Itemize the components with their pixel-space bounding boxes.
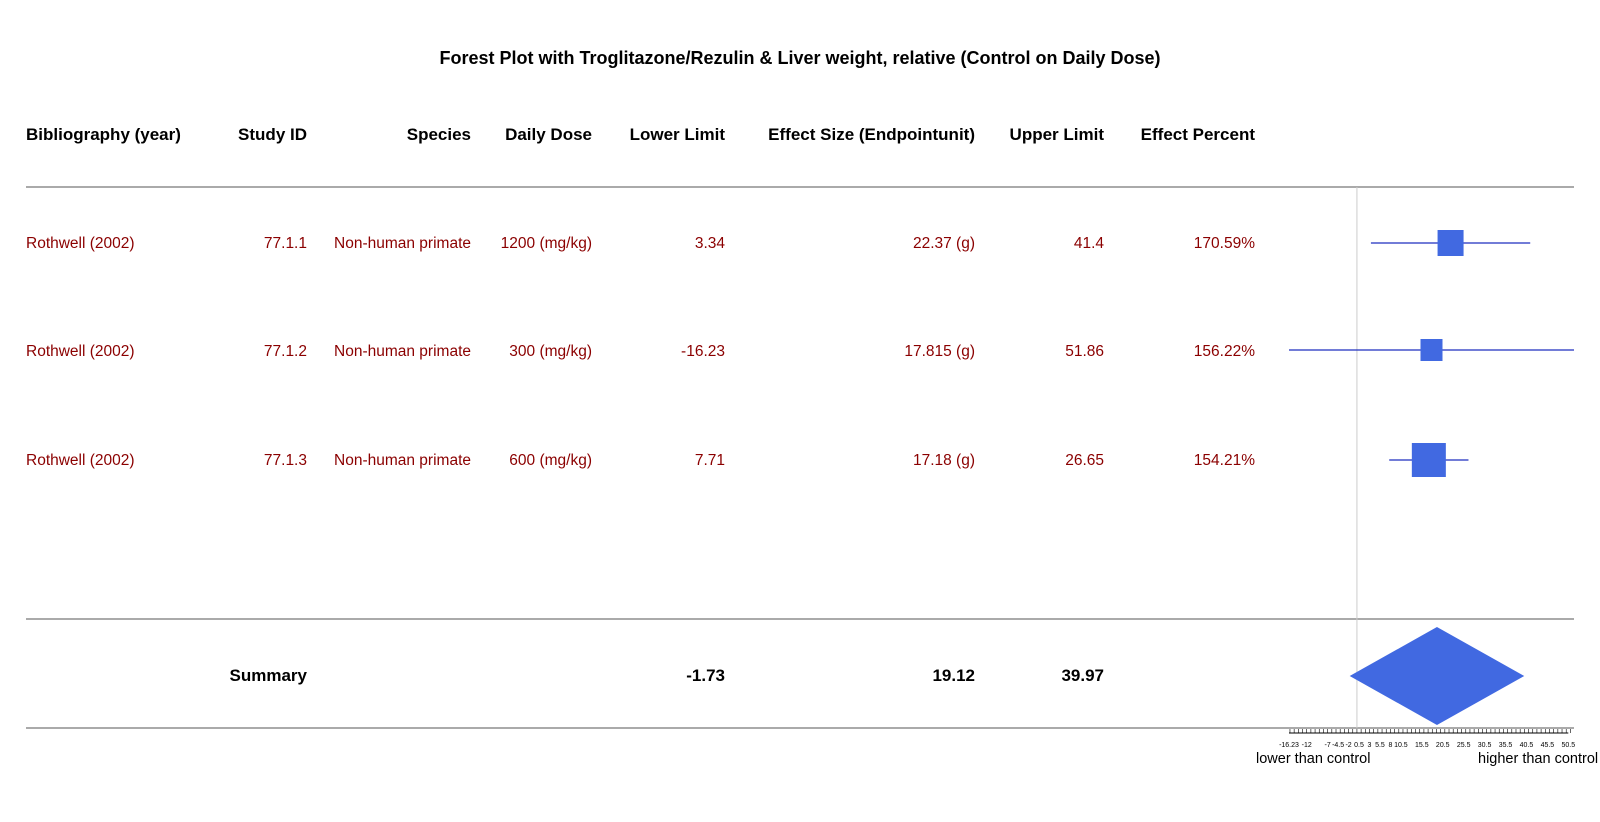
header-lower-limit: Lower Limit: [630, 125, 726, 144]
header-bibliography: Bibliography (year): [26, 125, 181, 144]
cell-effect-size: 17.18 (g): [913, 452, 975, 469]
summary-lower: -1.73: [686, 666, 725, 685]
cell-study-id: 77.1.2: [264, 343, 307, 360]
x-tick-label: 3: [1368, 742, 1372, 749]
summary-diamond: [1349, 627, 1525, 725]
cell-species: Non-human primate: [334, 235, 471, 252]
cell-upper-limit: 51.86: [1065, 343, 1104, 360]
x-tick-label: 35.5: [1499, 742, 1513, 749]
cell-daily-dose: 300 (mg/kg): [509, 343, 592, 360]
cell-daily-dose: 1200 (mg/kg): [501, 235, 592, 252]
x-tick-label: -4.5: [1332, 742, 1344, 749]
cell-bibliography: Rothwell (2002): [26, 452, 135, 469]
x-tick-label: 15.5: [1415, 742, 1429, 749]
cell-upper-limit: 26.65: [1065, 452, 1104, 469]
cell-upper-limit: 41.4: [1074, 235, 1105, 252]
x-tick-label: 5.5: [1375, 742, 1385, 749]
x-tick-label: -2: [1345, 742, 1351, 749]
header-study-id: Study ID: [238, 125, 307, 144]
cell-study-id: 77.1.1: [264, 235, 307, 252]
x-tick-label: 30.5: [1478, 742, 1492, 749]
header-effect-percent: Effect Percent: [1141, 125, 1256, 144]
cell-effect-size: 17.815 (g): [904, 343, 975, 360]
x-tick-label: 8: [1388, 742, 1392, 749]
table-row: Rothwell (2002) 77.1.2 Non-human primate…: [26, 343, 1255, 360]
cell-study-id: 77.1.3: [264, 452, 307, 469]
table-row: Rothwell (2002) 77.1.1 Non-human primate…: [26, 235, 1255, 252]
header-upper-limit: Upper Limit: [1010, 125, 1105, 144]
axis-label-lower: lower than control: [1256, 751, 1370, 767]
cell-species: Non-human primate: [334, 343, 471, 360]
axis-label-higher: higher than control: [1478, 751, 1598, 767]
cell-effect-percent: 156.22%: [1194, 343, 1255, 360]
header-effect-size: Effect Size (Endpointunit): [768, 125, 975, 144]
effect-square: [1437, 230, 1464, 256]
x-tick-label: -16.23: [1279, 742, 1299, 749]
cell-daily-dose: 600 (mg/kg): [509, 452, 592, 469]
cell-effect-percent: 154.21%: [1194, 452, 1255, 469]
x-tick-label: -7: [1325, 742, 1331, 749]
forest-plot-area: -16.23 -12 -7 -4.5 -2 0.5 3 5.5 8 10.5 15.5 20.5 25.…: [1279, 187, 1575, 749]
cell-bibliography: Rothwell (2002): [26, 343, 135, 360]
x-tick-label: 25.5: [1457, 742, 1471, 749]
x-tick-label: 10.5: [1394, 742, 1408, 749]
header-daily-dose: Daily Dose: [505, 125, 592, 144]
summary-upper: 39.97: [1061, 666, 1104, 685]
summary-label: Summary: [230, 666, 308, 685]
x-tick-label: -12: [1302, 742, 1312, 749]
cell-effect-size: 22.37 (g): [913, 235, 975, 252]
cell-effect-percent: 170.59%: [1194, 235, 1255, 252]
chart-title: Forest Plot with Troglitazone/Rezulin & …: [439, 48, 1160, 68]
x-tick-label: 50.5: [1561, 742, 1575, 749]
cell-species: Non-human primate: [334, 452, 471, 469]
cell-lower-limit: 7.71: [695, 452, 725, 469]
effect-square: [1411, 443, 1446, 477]
summary-effect: 19.12: [932, 666, 975, 685]
header-species: Species: [407, 125, 471, 144]
summary-row: Summary -1.73 19.12 39.97: [230, 666, 1104, 685]
x-tick-label: 0.5: [1354, 742, 1364, 749]
x-tick-label: 20.5: [1436, 742, 1450, 749]
x-tick-label: 40.5: [1520, 742, 1534, 749]
effect-square: [1420, 339, 1443, 361]
cell-lower-limit: 3.34: [695, 235, 726, 252]
x-tick-label: 45.5: [1541, 742, 1555, 749]
table-row: Rothwell (2002) 77.1.3 Non-human primate…: [26, 452, 1255, 469]
cell-lower-limit: -16.23: [681, 343, 725, 360]
cell-bibliography: Rothwell (2002): [26, 235, 135, 252]
